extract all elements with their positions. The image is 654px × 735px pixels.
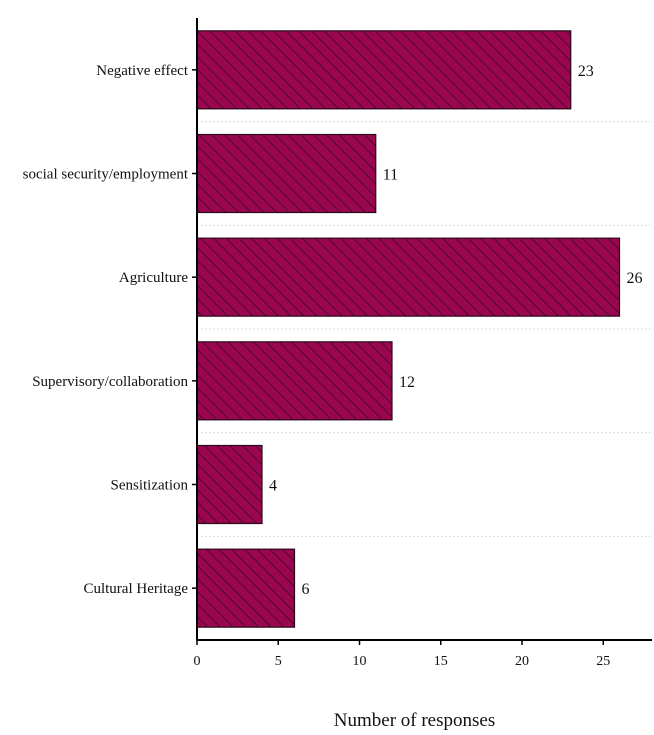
category-label: social security/employment — [23, 167, 189, 183]
x-tick-label: 10 — [353, 654, 367, 669]
value-label: 26 — [627, 270, 643, 287]
bar — [196, 548, 296, 628]
x-axis-title: Number of responses — [334, 710, 495, 731]
category-label: Supervisory/collaboration — [32, 374, 188, 390]
bar — [196, 133, 377, 214]
labels: 23 Negative effect 11 social security/emplo… — [23, 63, 643, 669]
category-label: Negative effect — [96, 63, 189, 79]
x-tick-label: 5 — [275, 654, 282, 669]
x-tick-label: 20 — [515, 654, 529, 669]
category-label: Sensitization — [111, 478, 189, 494]
x-tick-label: 25 — [596, 654, 610, 669]
axes — [196, 18, 652, 641]
bar — [196, 237, 621, 317]
value-label: 12 — [399, 374, 415, 391]
bars — [196, 30, 621, 628]
value-label: 23 — [578, 63, 594, 80]
bar — [196, 444, 263, 525]
category-label: Cultural Heritage — [83, 581, 188, 597]
value-label: 11 — [383, 167, 398, 184]
bar — [196, 30, 572, 110]
category-label: Agriculture — [119, 270, 188, 286]
value-label: 4 — [269, 478, 277, 495]
x-tick-label: 15 — [434, 654, 448, 669]
value-label: 6 — [302, 581, 310, 598]
bar — [196, 341, 393, 421]
x-tick-label: 0 — [194, 654, 201, 669]
